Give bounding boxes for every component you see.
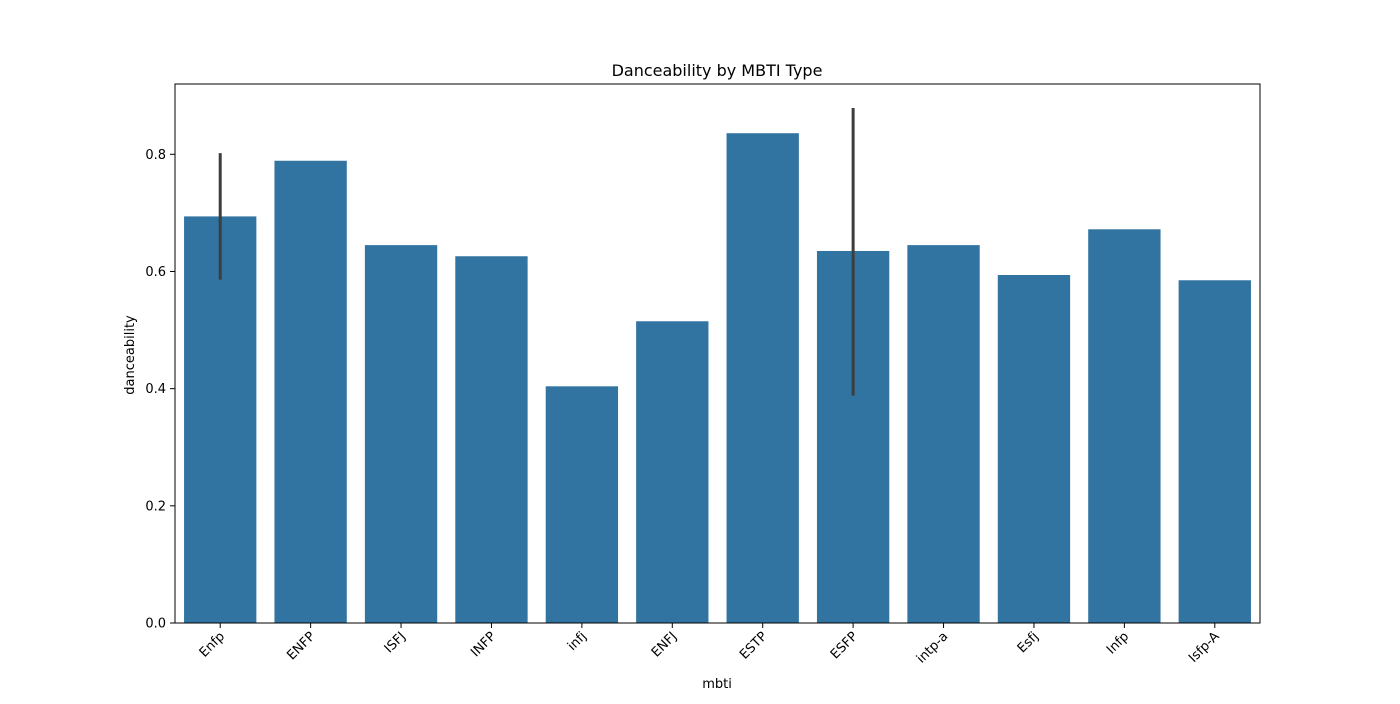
x-tick-label: ENFJ: [649, 629, 680, 660]
bar-ENFP: [274, 160, 347, 624]
x-tick-label: Isfp-A: [1186, 629, 1223, 666]
error-bars-layer: [218, 108, 855, 396]
bar-Enfp: [184, 216, 257, 623]
bar-ENFJ: [636, 321, 709, 623]
bar-Isfp-A: [1178, 280, 1251, 623]
y-tick-label: 0.8: [145, 148, 166, 163]
plot-frame: [174, 83, 1261, 624]
bar-Infp: [1088, 229, 1161, 623]
y-tick-label: 0.0: [145, 617, 166, 632]
bar-ISFJ: [364, 245, 438, 623]
y-tick-label: 0.6: [145, 265, 166, 280]
bar-Esfj: [997, 274, 1071, 623]
x-tick-label: Esfj: [1015, 629, 1042, 656]
x-tick-label: ESFP: [828, 629, 861, 662]
x-ticks-layer: Enfp ENFP ISFJ INFP infj ENFJ ESTP ESFP intp-a Es…: [197, 623, 1223, 667]
axes-layer: [174, 83, 1261, 624]
y-tick-label: 0.2: [145, 499, 166, 514]
bar-INFP: [455, 256, 528, 623]
x-tick-label: infj: [565, 629, 590, 654]
y-tick-label: 0.4: [145, 382, 166, 397]
x-tick-label: ENFP: [284, 629, 318, 663]
x-axis-label: mbti: [702, 677, 732, 692]
y-ticks-layer: 0.0 0.2 0.4 0.6 0.8: [145, 148, 175, 632]
x-tick-label: Infp: [1104, 629, 1132, 657]
bar-intp-a: [907, 245, 980, 623]
bar-ESTP: [726, 133, 799, 623]
bar-infj: [545, 386, 619, 623]
x-tick-label: INFP: [468, 629, 499, 660]
chart-title: Danceability by MBTI Type: [612, 61, 823, 80]
x-tick-label: Enfp: [197, 629, 228, 660]
x-tick-label: intp-a: [914, 629, 951, 666]
y-axis-label: danceability: [123, 315, 138, 395]
bars-layer: [184, 133, 1251, 624]
x-tick-label: ISFJ: [382, 629, 409, 656]
x-tick-label: ESTP: [737, 629, 771, 663]
